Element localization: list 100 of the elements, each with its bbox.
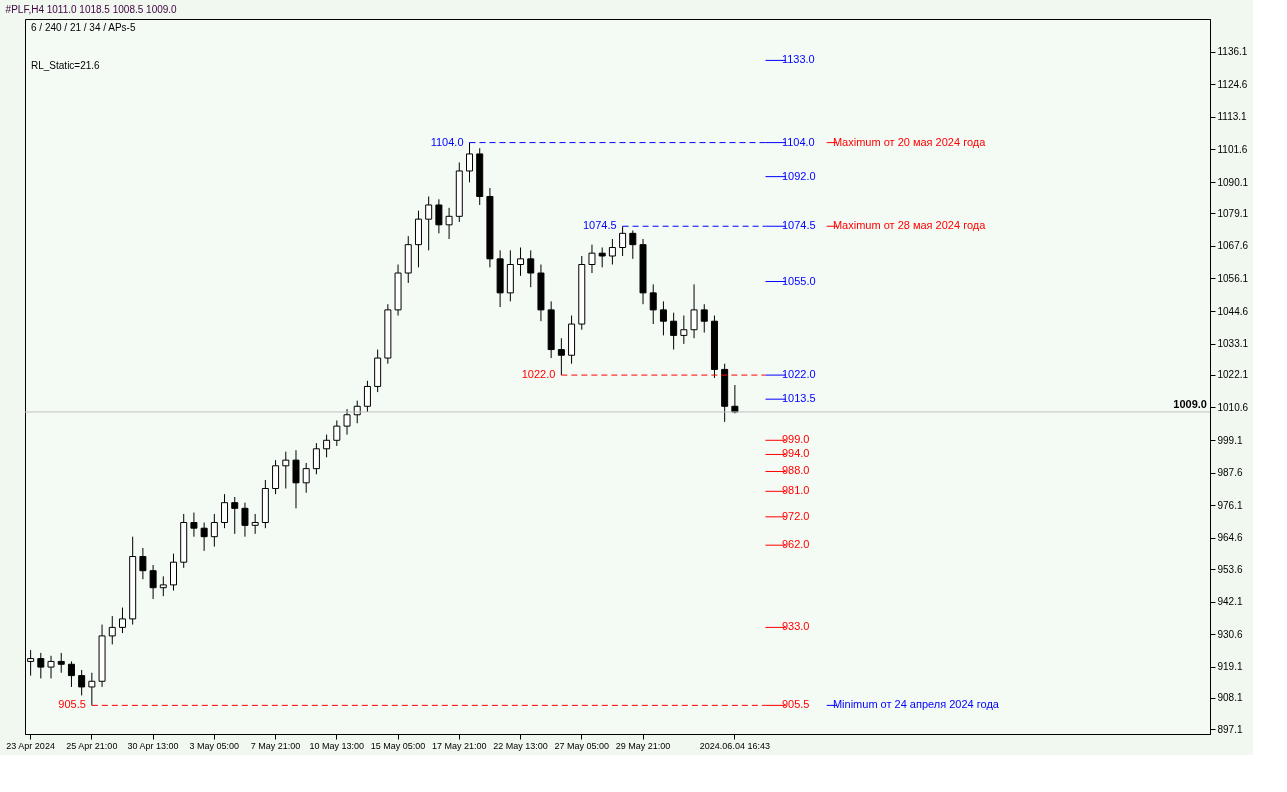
candlestick xyxy=(78,669,86,696)
ref-line-label: 1009.0 xyxy=(1173,397,1207,410)
ref-line-label: 1074.5 xyxy=(781,219,816,232)
candlestick xyxy=(690,283,698,339)
candlestick xyxy=(659,300,667,336)
y-tick-label: 953.6 xyxy=(1217,563,1243,575)
ref-line-label: 1092.0 xyxy=(781,169,816,182)
ref-line-label: 1133.0 xyxy=(781,53,815,66)
x-tick-label: 22 May 13:00 xyxy=(493,740,548,751)
candlestick xyxy=(108,615,116,645)
y-tick-label: 964.6 xyxy=(1217,532,1243,544)
candlestick xyxy=(700,303,708,334)
x-tick-label: 15 May 05:00 xyxy=(370,740,426,751)
ref-line-label: 972.0 xyxy=(781,509,810,522)
candlestick xyxy=(67,660,75,688)
candlestick xyxy=(363,380,371,413)
y-tick-label: 1101.6 xyxy=(1217,143,1248,155)
y-tick-label: 908.1 xyxy=(1217,692,1243,704)
candlestick xyxy=(149,564,157,600)
ref-line-label: 1013.5 xyxy=(781,392,816,405)
ref-line-label: Maximum от 28 мая 2024 года xyxy=(832,219,987,232)
ref-line-label: 933.0 xyxy=(781,620,810,633)
candlestick xyxy=(118,607,126,634)
candlestick xyxy=(670,312,678,351)
candlestick xyxy=(251,513,259,535)
candlestick xyxy=(139,547,147,580)
ref-line-label: 994.0 xyxy=(781,447,810,460)
x-tick-label: 29 May 21:00 xyxy=(615,740,671,751)
x-tick-label: 23 Apr 2024 xyxy=(6,740,55,751)
x-tick-label: 17 May 21:00 xyxy=(432,740,487,751)
ref-line-label: 1022.0 xyxy=(781,368,816,381)
ref-line-label: Maximum от 20 мая 2024 года xyxy=(832,135,987,148)
candlestick xyxy=(557,337,565,376)
y-tick-label: 1056.1 xyxy=(1217,272,1249,284)
ref-line-label: 988.0 xyxy=(781,464,810,477)
x-tick-label: 25 Apr 21:00 xyxy=(66,740,118,751)
ref-line-label: 999.0 xyxy=(781,433,810,446)
candlestick xyxy=(170,553,178,592)
candlestick xyxy=(159,575,167,597)
candlestick xyxy=(272,459,280,495)
y-tick-label: 1136.1 xyxy=(1217,46,1248,58)
annotation: 6 / 240 / 21 / 34 / APs-5 xyxy=(31,22,136,33)
chart-title: #PLF,H4 1011.0 1018.5 1008.5 1009.0 xyxy=(5,4,178,15)
candlestick xyxy=(425,195,433,251)
x-tick-label: 3 May 05:00 xyxy=(189,740,240,751)
candlestick xyxy=(200,522,208,552)
y-tick-label: 1113.1 xyxy=(1217,111,1248,123)
y-tick-label: 1124.6 xyxy=(1217,78,1248,90)
candlestick xyxy=(608,238,616,266)
y-tick-label: 1010.6 xyxy=(1217,401,1249,413)
candlestick xyxy=(598,247,606,268)
candlestick xyxy=(343,408,351,436)
ref-line-label: 1104.0 xyxy=(430,135,464,148)
y-tick-label: 919.1 xyxy=(1217,661,1243,673)
candlestick xyxy=(190,512,198,538)
candlestick xyxy=(588,244,596,274)
candlestick xyxy=(231,496,239,535)
ref-line-label: 981.0 xyxy=(781,484,810,497)
y-tick-label: 930.6 xyxy=(1217,628,1243,640)
candlestick xyxy=(333,419,341,447)
ref-line-label: 1104.0 xyxy=(781,135,815,148)
ref-line-label: Minimum от 24 апреля 2024 года xyxy=(832,698,1000,711)
candlestick xyxy=(312,442,320,475)
candlestick xyxy=(445,207,453,240)
candlestick xyxy=(680,315,688,345)
candlestick xyxy=(619,225,627,257)
ref-line-label: 905.5 xyxy=(781,698,810,711)
y-tick-label: 1044.6 xyxy=(1217,305,1249,317)
candlestick xyxy=(323,434,331,458)
y-tick-label: 987.6 xyxy=(1217,467,1243,479)
candlestick xyxy=(302,462,310,494)
x-tick-label: 27 May 05:00 xyxy=(554,740,610,751)
candlestick xyxy=(241,502,249,538)
candlestick xyxy=(435,198,443,234)
ref-line-label: 1074.5 xyxy=(582,219,617,232)
candlestick xyxy=(649,283,657,325)
candlestick xyxy=(210,513,218,548)
y-tick-label: 976.1 xyxy=(1217,499,1243,511)
y-tick-label: 942.1 xyxy=(1217,596,1243,608)
y-tick-label: 1033.1 xyxy=(1217,338,1249,350)
x-tick-label: 2024.06.04 16:43 xyxy=(699,740,770,751)
y-tick-label: 1079.1 xyxy=(1217,207,1249,219)
y-tick-label: 1022.1 xyxy=(1217,369,1249,381)
candlestick xyxy=(282,451,290,489)
ref-line-label: 1022.0 xyxy=(521,368,556,381)
y-tick-label: 1067.6 xyxy=(1217,240,1249,252)
annotation: RL_Static=21.6 xyxy=(31,60,101,71)
x-tick-label: 10 May 13:00 xyxy=(309,740,365,751)
y-tick-label: 1090.1 xyxy=(1217,176,1249,188)
candlestick xyxy=(47,655,55,679)
y-tick-label: 897.1 xyxy=(1217,723,1243,735)
candlestick xyxy=(57,652,65,674)
ref-line-label: 1055.0 xyxy=(781,274,816,287)
candlestick xyxy=(527,249,535,288)
candlestick xyxy=(629,229,637,260)
candlestick xyxy=(466,142,473,183)
candlestick xyxy=(88,672,96,706)
candlestick xyxy=(292,449,300,509)
y-tick-label: 999.1 xyxy=(1217,434,1243,446)
candlestick xyxy=(221,493,229,529)
